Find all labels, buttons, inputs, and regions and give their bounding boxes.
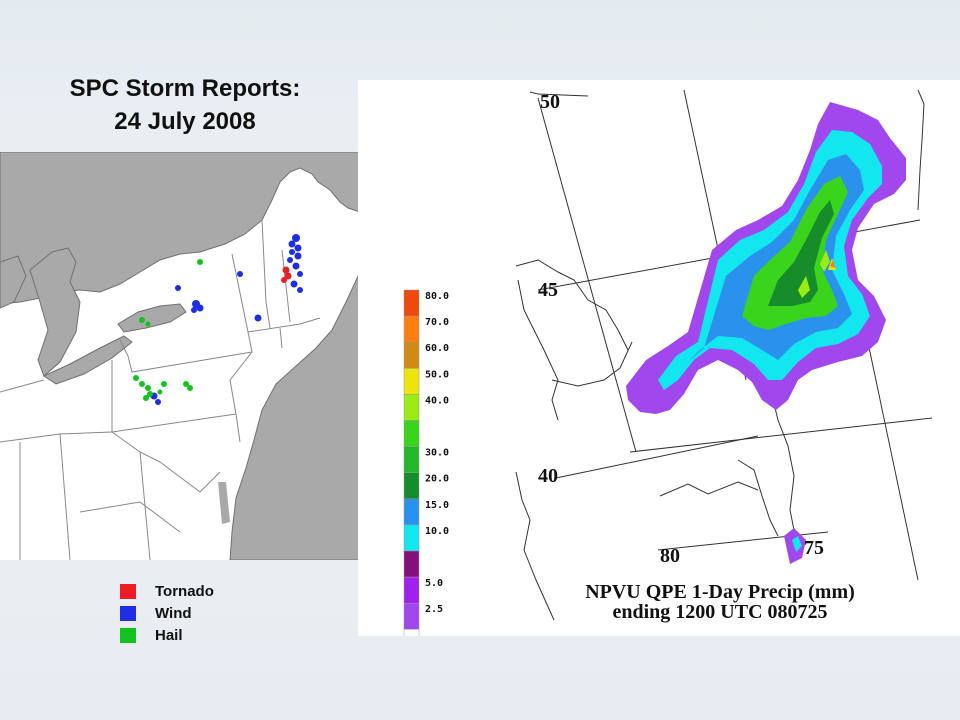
storm-report-legend: Tornado Wind Hail [120,580,214,646]
legend-row-wind: Wind [120,602,214,624]
precip-map-title-line-1: NPVU QPE 1-Day Precip (mm) [585,581,855,603]
colorbar-swatch [403,550,420,578]
atlantic-ocean [229,271,360,560]
colorbar-label: 10.0 [425,526,449,537]
coastlines [515,89,925,621]
colorbar-label: 40.0 [425,395,449,406]
colorbar-label: 30.0 [425,448,449,459]
colorbar-label: 2.5 [425,604,443,615]
lat-label-40: 40 [538,465,558,487]
lon-label-75: 75 [804,537,824,559]
chesapeake-bay [218,482,230,524]
colorbar-label: 60.0 [425,343,449,354]
colorbar-swatch [403,315,420,343]
colorbar-label: 70.0 [425,317,449,328]
lake-erie [42,335,133,385]
legend-row-tornado: Tornado [120,580,214,602]
legend-row-hail: Hail [120,624,214,646]
lat-label-50: 50 [540,91,560,113]
legend-label-wind: Wind [155,604,192,622]
colorbar-swatch [403,524,420,552]
lat-label-45: 45 [538,279,558,301]
lake-michigan [0,255,27,309]
colorbar-swatch [403,629,420,636]
colorbar-label: 50.0 [425,369,449,380]
precip-map-title-line-2: ending 1200 UTC 080725 [612,601,827,623]
lake-huron [29,247,81,377]
colorbar-swatch [403,472,420,500]
colorbar-swatch [403,394,420,421]
hail-reports [133,259,203,401]
title-line-2: 24 July 2008 [114,108,256,135]
colorbar-label: 20.0 [425,474,449,485]
slide-title: SPC Storm Reports: 24 July 2008 [20,72,350,138]
title-line-1: SPC Storm Reports: [69,75,301,102]
precip-map-panel: 80.0 70.0 60.0 50.0 40.0 30.0 20.0 15.0 10.0 5.0 2… [358,80,960,636]
precip-colorbar: 80.0 70.0 60.0 50.0 40.0 30.0 20.0 15.0 10.0 5.0 2… [403,289,449,636]
lake-ontario [117,303,187,333]
colorbar-swatch [403,576,420,604]
precip-field [626,102,906,564]
colorbar-swatch [403,368,420,395]
colorbar-label: 15.0 [425,500,449,511]
wind-swatch [120,605,136,621]
colorbar-swatch [403,341,420,369]
colorbar-swatch [403,446,420,473]
storm-reports-map [0,152,360,560]
colorbar-swatch [403,289,420,317]
colorbar-swatch [403,420,420,447]
lon-label-80: 80 [660,545,680,567]
colorbar-label: 80.0 [425,291,449,302]
colorbar-swatch [403,498,420,526]
tornado-reports [281,266,292,283]
hail-swatch [120,627,136,643]
tornado-swatch [120,583,136,599]
colorbar-swatch [403,602,420,630]
colorbar-label: 5.0 [425,578,443,589]
legend-label-tornado: Tornado [155,582,214,600]
legend-label-hail: Hail [155,626,183,644]
